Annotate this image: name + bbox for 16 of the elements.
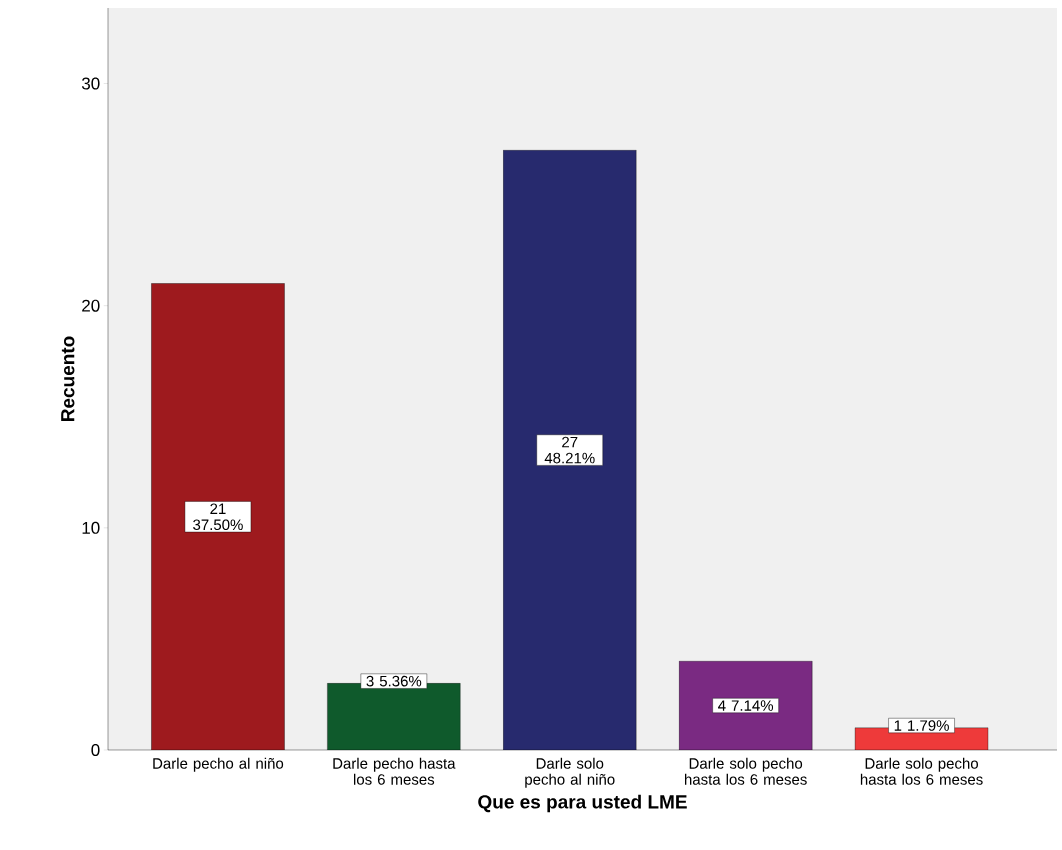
y-tick-label: 30 bbox=[81, 77, 100, 90]
y-tick-label: 20 bbox=[82, 299, 100, 312]
x-tick-label: Darle solo pecho al niño bbox=[525, 757, 615, 788]
x-tick-label: Darle solo pecho hasta los 6 meses bbox=[860, 757, 983, 785]
data-label: 4 7.14% bbox=[718, 700, 774, 711]
data-label: 3 5.36% bbox=[366, 675, 422, 687]
y-axis-title: Recuento bbox=[61, 336, 75, 421]
data-label: 21 37.50% bbox=[193, 503, 243, 531]
x-tick-label: Darle pecho hasta los 6 meses bbox=[333, 757, 456, 785]
data-label: 27 48.21% bbox=[544, 436, 595, 464]
x-tick-label: Darle solo pecho hasta los 6 meses bbox=[685, 757, 807, 785]
x-tick-label: Darle pecho al niño bbox=[153, 757, 284, 772]
data-label: 1 1.79% bbox=[894, 720, 949, 731]
y-tick-label: 10 bbox=[82, 521, 100, 534]
x-axis-title: Que es para usted LME bbox=[478, 794, 687, 813]
y-tick-label: 0 bbox=[91, 743, 100, 757]
